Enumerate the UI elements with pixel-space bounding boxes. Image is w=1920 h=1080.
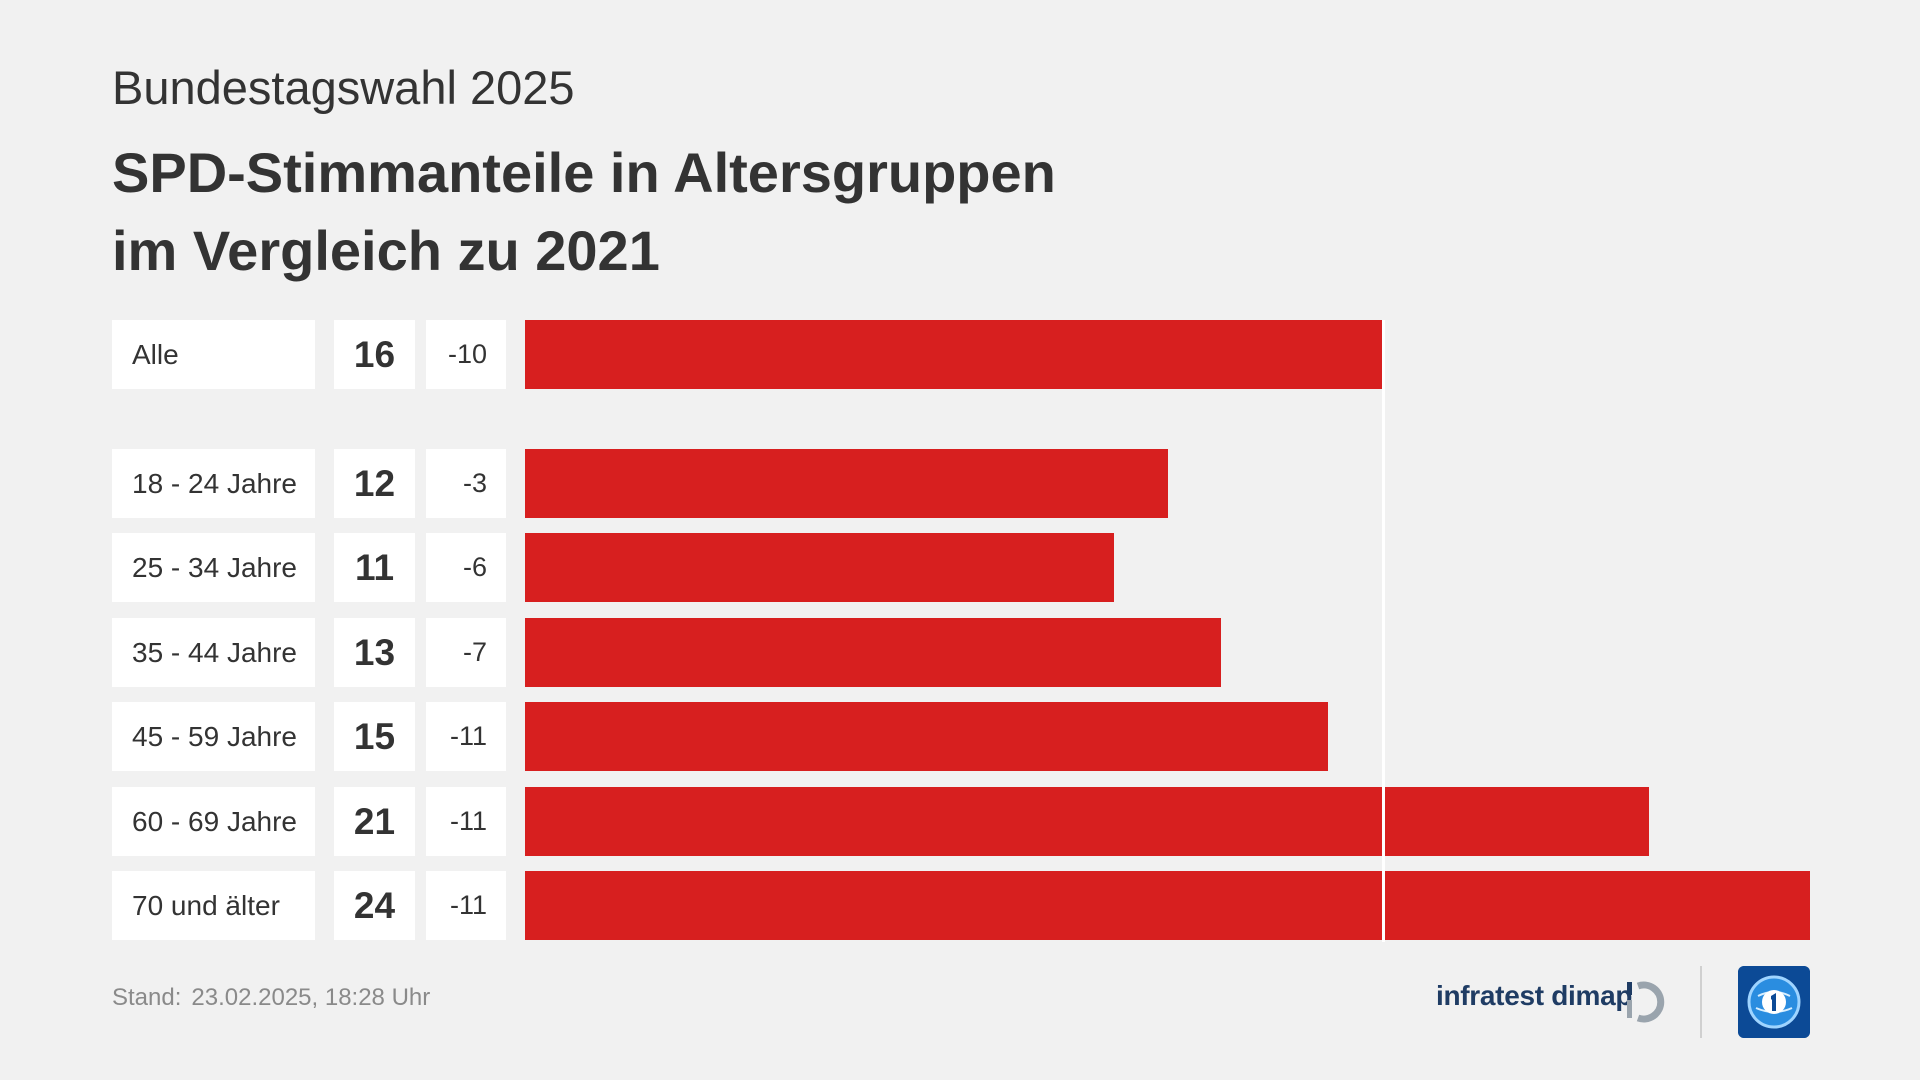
value-label: 21 xyxy=(334,787,415,856)
bar-row: 35 - 44 Jahre 13 -7 xyxy=(0,618,1920,687)
bar xyxy=(525,702,1329,771)
bar xyxy=(525,787,1650,856)
bar-row: Alle 16 -10 xyxy=(0,320,1920,389)
footer-divider xyxy=(1700,966,1702,1038)
tagesschau-logo-icon xyxy=(1738,966,1810,1038)
diff-label: -11 xyxy=(426,787,506,856)
stand-value: 23.02.2025, 18:28 Uhr xyxy=(191,984,431,1011)
category-label: 70 und älter xyxy=(112,871,315,940)
footer-timestamp: Stand: 23.02.2025, 18:28 Uhr xyxy=(112,984,430,1012)
chart-title-line-2: im Vergleich zu 2021 xyxy=(112,219,660,282)
stand-label: Stand: xyxy=(112,984,182,1011)
bar xyxy=(525,320,1382,389)
category-label: 18 - 24 Jahre xyxy=(112,449,315,518)
category-label: 35 - 44 Jahre xyxy=(112,618,315,687)
chart-title-line-1: SPD-Stimmanteile in Altersgruppen xyxy=(112,141,1056,204)
bar-row: 70 und älter 24 -11 xyxy=(0,871,1920,940)
bar-row: 18 - 24 Jahre 12 -3 xyxy=(0,449,1920,518)
infratest-dimap-logo-icon xyxy=(1627,981,1665,1023)
bar xyxy=(525,533,1114,602)
diff-label: -11 xyxy=(426,702,506,771)
brand-name: infratest dimap xyxy=(1436,980,1633,1011)
value-label: 15 xyxy=(334,702,415,771)
category-label: 25 - 34 Jahre xyxy=(112,533,315,602)
bar-row: 45 - 59 Jahre 15 -11 xyxy=(0,702,1920,771)
category-label: 60 - 69 Jahre xyxy=(112,787,315,856)
supertitle: Bundestagswahl 2025 xyxy=(112,61,575,114)
diff-label: -7 xyxy=(426,618,506,687)
value-label: 16 xyxy=(334,320,415,389)
diff-label: -10 xyxy=(426,320,506,389)
value-label: 24 xyxy=(334,871,415,940)
bar xyxy=(525,618,1222,687)
value-label: 13 xyxy=(334,618,415,687)
bar-row: 25 - 34 Jahre 11 -6 xyxy=(0,533,1920,602)
bar xyxy=(525,449,1168,518)
value-label: 11 xyxy=(334,533,415,602)
chart-title: SPD-Stimmanteile in Altersgruppen im Ver… xyxy=(112,134,1312,290)
diff-label: -11 xyxy=(426,871,506,940)
bar xyxy=(525,871,1810,940)
bar-row: 60 - 69 Jahre 21 -11 xyxy=(0,787,1920,856)
diff-label: -6 xyxy=(426,533,506,602)
category-label: Alle xyxy=(112,320,315,389)
diff-label: -3 xyxy=(426,449,506,518)
value-label: 12 xyxy=(334,449,415,518)
category-label: 45 - 59 Jahre xyxy=(112,702,315,771)
reference-line xyxy=(1381,320,1385,942)
